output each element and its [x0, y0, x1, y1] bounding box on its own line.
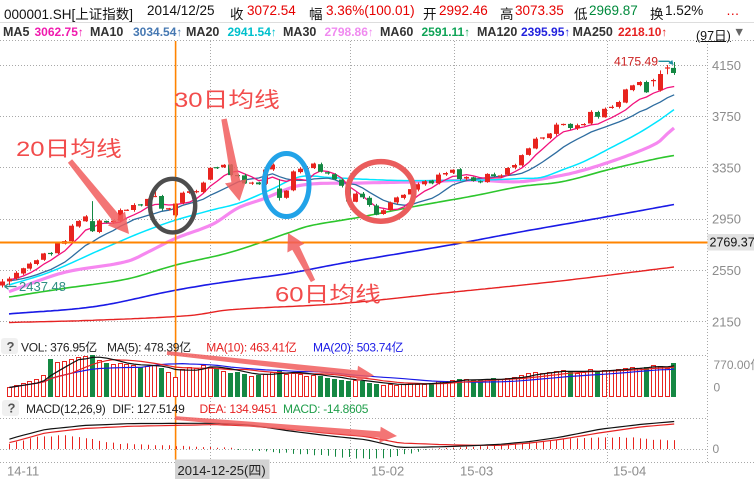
svg-text:2014-12-25(四): 2014-12-25(四): [178, 463, 266, 478]
svg-text:770.00亿: 770.00亿: [714, 357, 754, 372]
svg-text:MA(10): 463.41亿: MA(10): 463.41亿: [206, 339, 297, 354]
svg-text:MACD(12,26,9): MACD(12,26,9): [26, 402, 106, 416]
svg-text:3750: 3750: [712, 109, 741, 124]
svg-text:2769.37: 2769.37: [710, 236, 754, 250]
svg-text:MACD: -14.8605: MACD: -14.8605: [283, 402, 369, 416]
svg-text:30日均线: 30日均线: [174, 88, 280, 111]
svg-text:14-11: 14-11: [7, 464, 39, 479]
svg-text:3350: 3350: [712, 160, 741, 175]
svg-text:0: 0: [714, 381, 721, 395]
svg-text:20日均线: 20日均线: [16, 137, 122, 160]
svg-text:4150: 4150: [712, 58, 741, 73]
svg-text:0: 0: [713, 442, 720, 456]
svg-text:2550: 2550: [712, 263, 741, 278]
svg-text:2437.48: 2437.48: [19, 279, 66, 294]
svg-text:DIF: 127.5149: DIF: 127.5149: [112, 402, 185, 416]
svg-text:MA(20): 503.74亿: MA(20): 503.74亿: [313, 339, 404, 354]
svg-text:MA(5): 478.39亿: MA(5): 478.39亿: [107, 339, 191, 354]
svg-text:DEA: 134.9451: DEA: 134.9451: [200, 402, 278, 416]
svg-text:2950: 2950: [712, 212, 741, 227]
svg-text:15-03: 15-03: [460, 464, 493, 479]
svg-text:2150: 2150: [712, 314, 741, 329]
svg-text:4175.49: 4175.49: [614, 55, 658, 69]
svg-text:15-02: 15-02: [371, 464, 404, 479]
svg-text:?: ?: [7, 339, 15, 354]
svg-text:?: ?: [8, 401, 16, 416]
svg-text:VOL: 376.95亿: VOL: 376.95亿: [21, 339, 97, 354]
svg-text:15-04: 15-04: [613, 464, 646, 479]
svg-text:60日均线: 60日均线: [275, 283, 381, 306]
